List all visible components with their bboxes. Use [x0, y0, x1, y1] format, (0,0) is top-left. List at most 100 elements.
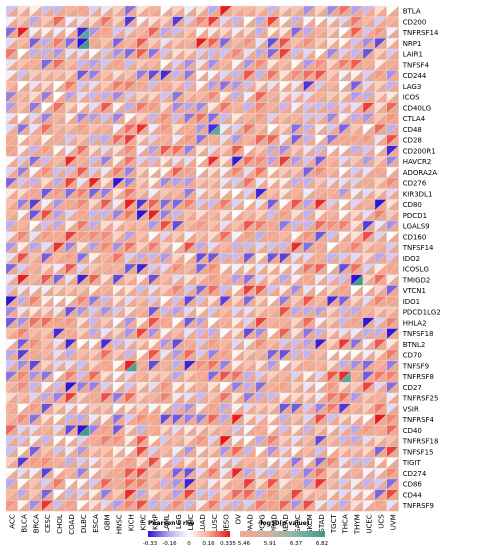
- heatmap-cells: [5, 5, 400, 512]
- column-label: LUSC: [211, 514, 219, 532]
- legend-p: -log10(p value): [240, 520, 325, 537]
- column-label: KICH: [127, 514, 135, 531]
- row-label: LAIR1: [403, 51, 423, 59]
- legend-p-tick: 5.46: [238, 541, 251, 547]
- legend-ticks: -0.33 -0.16 0 0.16 0.335 5.46 5.91 6.37 6.82: [143, 541, 328, 547]
- row-label: IDO1: [403, 298, 420, 306]
- row-label: VTCN1: [403, 287, 426, 295]
- legend-rho-tick: 0.335: [220, 541, 236, 547]
- row-label: PDCD1: [403, 212, 427, 220]
- row-label: CD276: [403, 180, 427, 188]
- legend-rho-tick: 0.16: [202, 541, 215, 547]
- column-label: LGG: [175, 514, 183, 529]
- row-label: CD28: [403, 137, 422, 145]
- column-label: THYM: [354, 514, 362, 535]
- column-label: PCPG: [258, 514, 266, 533]
- column-labels: ACC BLCA BRCA CESC CHOL COAD DLBC ESCA GBM HNSC KI…: [8, 514, 397, 536]
- row-label: ICOS: [403, 94, 420, 102]
- row-label: TNFRSF25: [402, 395, 439, 403]
- column-label: KIRC: [139, 514, 147, 530]
- row-label: CD160: [403, 233, 427, 241]
- row-label: ADORA2A: [403, 169, 438, 177]
- column-label: CHOL: [56, 514, 64, 534]
- row-label: TNFSF18: [402, 330, 434, 338]
- legend-rho-tick: 0: [187, 541, 191, 547]
- row-label: TNFSF15: [402, 448, 434, 456]
- row-label: CD40: [403, 427, 422, 435]
- cell-p: [386, 500, 399, 512]
- column-label: MESO: [223, 514, 231, 535]
- row-label: CD40LG: [403, 104, 432, 112]
- row-label: TNFRSF8: [402, 373, 434, 381]
- row-label: CD200R1: [403, 147, 436, 155]
- legend-p-tick: 5.91: [264, 541, 276, 547]
- column-label: SARC: [294, 514, 302, 533]
- column-label: LIHC: [187, 514, 195, 530]
- legend-rho-tick: -0.33: [143, 541, 158, 547]
- column-label: STAD: [318, 514, 326, 532]
- column-label: LAML: [163, 514, 171, 533]
- column-label: BLCA: [20, 514, 28, 533]
- column-label: ACC: [8, 514, 16, 529]
- column-label: OV: [235, 514, 243, 524]
- row-label: CD80: [403, 201, 422, 209]
- row-label: CD244: [403, 72, 427, 80]
- row-label: PDCD1LG2: [403, 309, 441, 317]
- row-label: TIGIT: [402, 459, 422, 467]
- column-label: UCS: [377, 514, 385, 529]
- row-label: CD200: [403, 18, 427, 26]
- row-label: TNFSF14: [402, 244, 434, 252]
- row-label: CD48: [403, 126, 422, 134]
- column-label: PAAD: [246, 514, 254, 533]
- column-label: ESCA: [92, 514, 100, 533]
- row-labels: BTLA CD200 TNFRSF14 NRP1 LAIR1 TNFSF4 CD244 LAG…: [402, 8, 441, 510]
- column-label: PRAD: [270, 514, 278, 533]
- row-label: BTNL2: [403, 341, 426, 349]
- row-label: KIR3DL1: [403, 190, 433, 198]
- column-label: READ: [282, 514, 290, 533]
- legend-p-bar: [240, 531, 325, 537]
- row-label: VSIR: [403, 405, 419, 413]
- row-label: CD70: [403, 352, 422, 360]
- row-label: CD274: [403, 470, 427, 478]
- row-label: TNFSF9: [402, 362, 429, 370]
- column-label: SKCM: [306, 514, 314, 534]
- row-label: HAVCR2: [403, 158, 432, 166]
- row-label: CTLA4: [403, 115, 426, 123]
- row-label: TNFRSF4: [402, 416, 435, 424]
- legend-rho-title: Pearson's rho: [148, 520, 194, 527]
- column-label: UVM: [389, 514, 397, 530]
- column-label: GBM: [104, 514, 112, 530]
- row-label: CD86: [403, 481, 423, 489]
- row-label: NRP1: [403, 40, 422, 48]
- row-label: ICOSLG: [403, 266, 429, 274]
- row-label: LGALS9: [403, 223, 430, 231]
- legend-rho: Pearson's rho: [148, 520, 230, 537]
- legend-rho-tick: -0.16: [162, 541, 177, 547]
- legend-p-tick: 6.37: [290, 541, 303, 547]
- row-label: TNFRSF9: [402, 502, 434, 510]
- column-label: DLBC: [80, 514, 88, 533]
- legend-p-tick: 6.82: [316, 541, 328, 547]
- row-label: IDO2: [403, 255, 420, 263]
- row-label: LAG3: [403, 83, 422, 91]
- column-label: LUAD: [199, 514, 207, 533]
- row-label: TNFRSF18: [402, 438, 439, 446]
- column-label: HNSC: [116, 514, 124, 534]
- row-label: CD27: [403, 384, 422, 392]
- column-label: CESC: [44, 514, 52, 533]
- column-label: UCEC: [365, 514, 373, 533]
- row-label: TNFSF4: [402, 61, 430, 69]
- column-label: BRCA: [32, 514, 40, 533]
- row-label: BTLA: [403, 8, 421, 16]
- legend-rho-bar: [148, 531, 230, 537]
- row-label: TNFRSF14: [402, 29, 439, 37]
- column-label: THCA: [342, 514, 350, 534]
- row-label: HHLA2: [403, 319, 427, 327]
- row-label: TMIGD2: [402, 276, 431, 284]
- legend-p-title: -log10(p value): [258, 520, 310, 527]
- column-label: TGCT: [330, 514, 338, 535]
- column-label: COAD: [68, 514, 76, 534]
- row-label: CD44: [403, 491, 423, 499]
